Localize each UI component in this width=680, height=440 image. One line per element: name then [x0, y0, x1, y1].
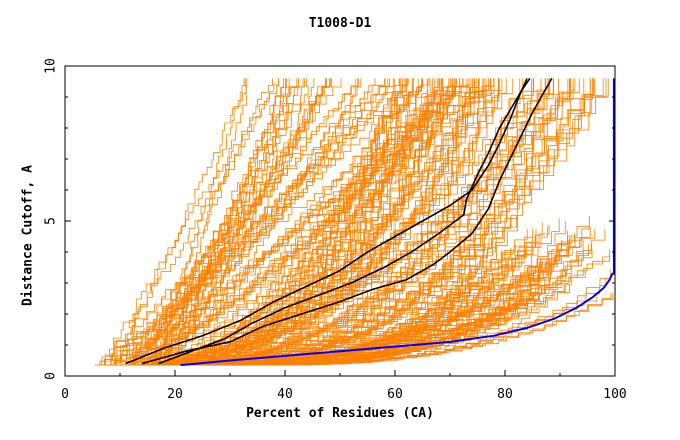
- model-line-47: [148, 78, 326, 366]
- model-line-53: [152, 78, 327, 366]
- x-tick-label-2: 40: [277, 387, 293, 402]
- x-axis-label: Percent of Residues (CA): [246, 406, 434, 421]
- chart-title: T1008-D1: [308, 16, 372, 31]
- x-tick-label-5: 100: [603, 387, 626, 402]
- x-tick-label-3: 60: [387, 387, 403, 402]
- model-line-134: [116, 78, 414, 366]
- model-line-50: [118, 78, 342, 366]
- axis-ticks: 0 20 40 60 80 100 0 5 10: [44, 58, 627, 402]
- model-line-132: [192, 78, 443, 366]
- model-line-38: [153, 78, 284, 366]
- y-axis-label: Distance Cutoff, A: [20, 165, 36, 306]
- reference-line: [180, 78, 615, 367]
- highlight-line-2: [141, 78, 553, 365]
- model-line-101: [123, 78, 585, 366]
- y-tick-label-2: 10: [44, 58, 59, 74]
- highlight-line-0: [125, 78, 528, 365]
- model-line-182: [209, 285, 570, 366]
- x-tick-label-0: 0: [61, 387, 69, 402]
- x-tick-label-4: 80: [497, 387, 513, 402]
- x-tick-label-1: 20: [167, 387, 183, 402]
- model-line-52: [139, 78, 273, 366]
- model-line-51: [138, 78, 358, 366]
- model-line-208: [148, 257, 507, 366]
- highlighted-lines: [125, 77, 553, 365]
- model-line-45: [98, 78, 385, 366]
- y-tick-label-1: 5: [44, 217, 59, 225]
- model-line-36: [113, 78, 247, 366]
- model-line-54: [126, 78, 430, 366]
- model-line-131: [151, 78, 422, 366]
- model-line-207: [148, 264, 552, 366]
- highlight-line-1: [158, 77, 531, 365]
- model-line-48: [130, 78, 305, 366]
- model-line-20: [124, 78, 475, 366]
- model-line-209: [147, 227, 591, 366]
- model-line-4: [103, 78, 279, 366]
- model-line-130: [149, 78, 576, 366]
- model-line-11: [106, 78, 389, 366]
- y-tick-label-0: 0: [44, 372, 59, 380]
- model-line-133: [151, 78, 503, 366]
- model-line-125: [153, 78, 461, 366]
- model-line-43: [114, 78, 298, 366]
- model-line-32: [150, 78, 304, 366]
- reference-series-line: [180, 78, 615, 367]
- model-lines: [94, 78, 614, 366]
- model-line-27: [160, 78, 376, 366]
